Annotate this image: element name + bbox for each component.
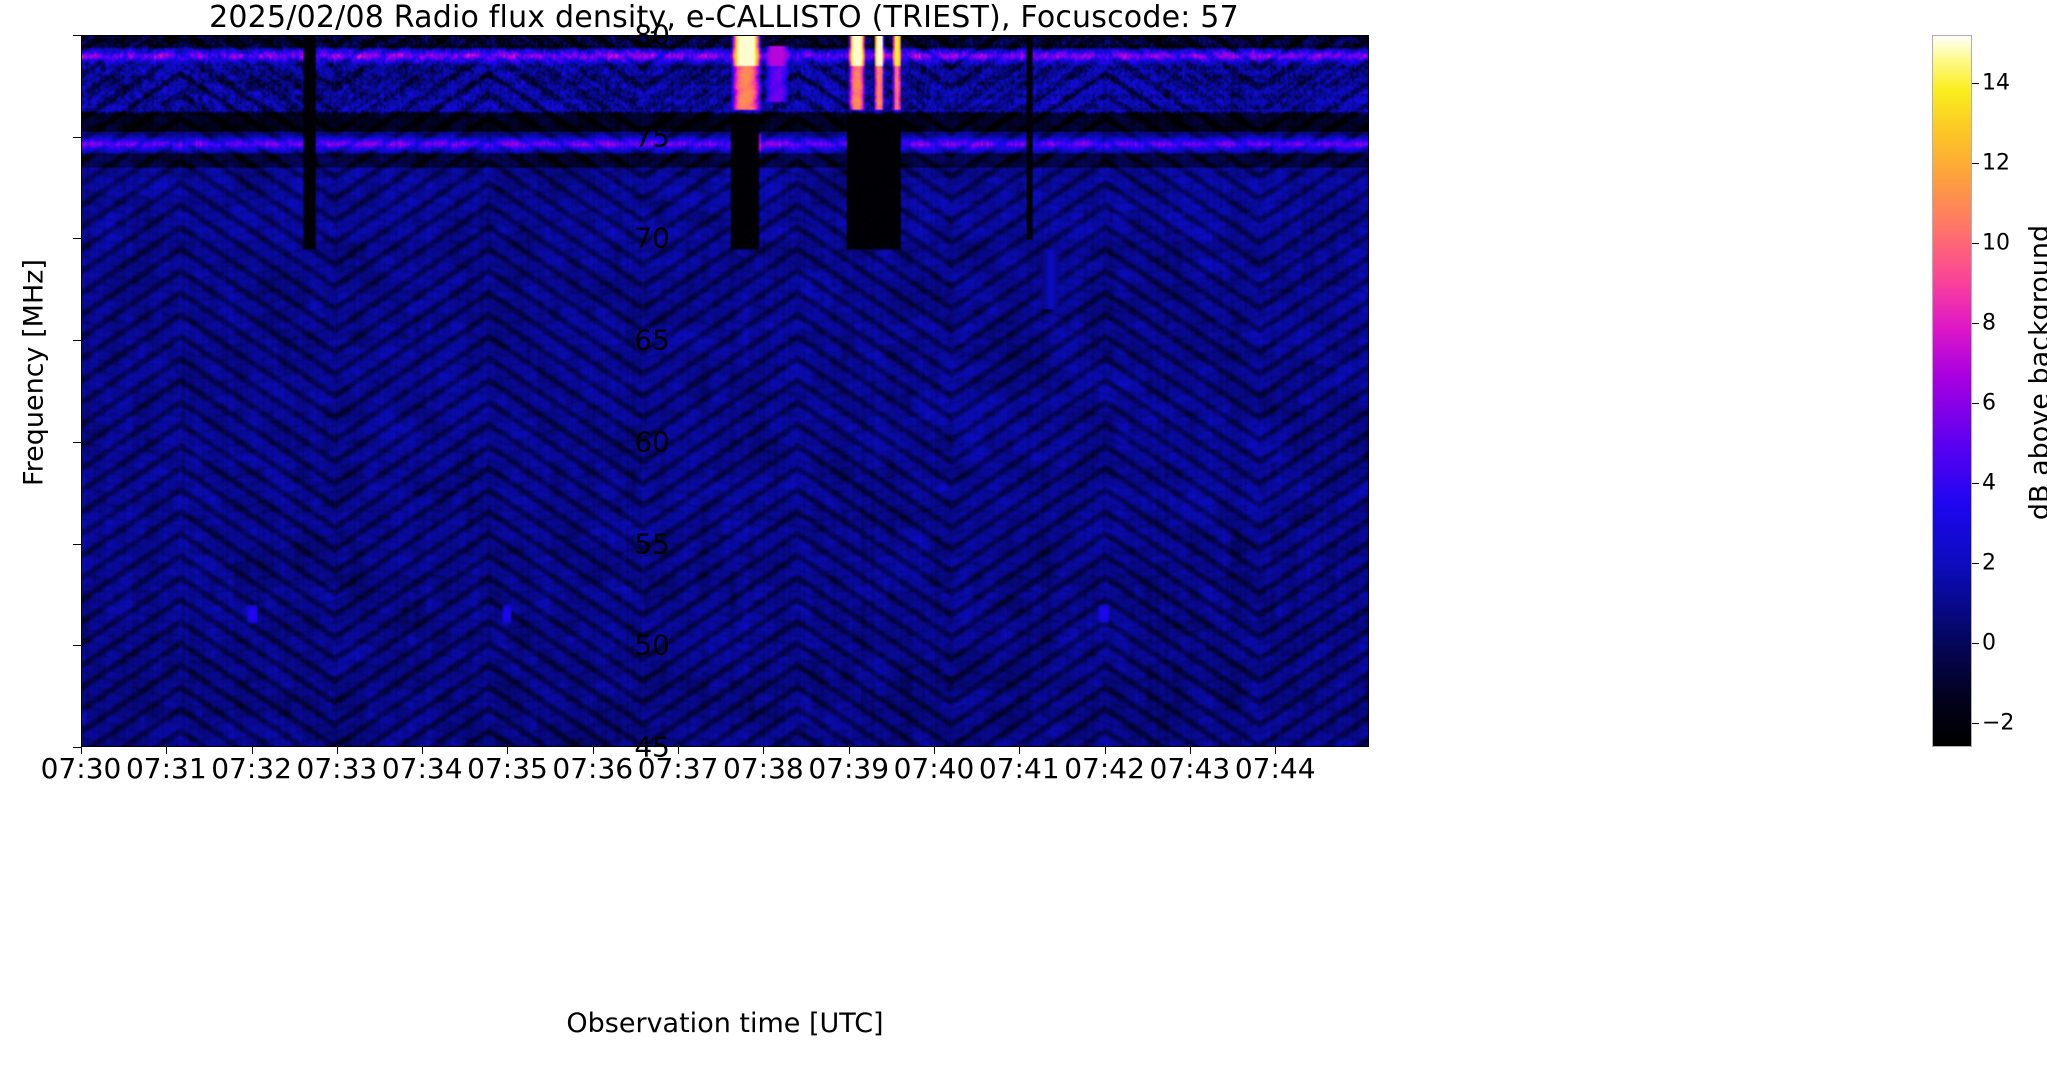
y-tick-mark (73, 238, 81, 240)
x-tick-label: 07:36 (552, 752, 634, 785)
x-tick-label: 07:32 (211, 752, 292, 785)
spectrogram-axes[interactable] (81, 35, 1369, 747)
y-axis-label: Frequency [MHz] (18, 259, 50, 486)
colorbar-tick-label: −2 (1982, 710, 2015, 736)
y-tick-label: 65 (634, 323, 670, 357)
x-tick-label: 07:38 (723, 752, 804, 785)
y-tick-label: 70 (634, 221, 670, 255)
colorbar-tick-mark (1972, 163, 1979, 164)
x-tick-label: 07:40 (893, 752, 975, 785)
x-tick-mark (592, 747, 594, 754)
x-axis-label: Observation time [UTC] (566, 1008, 884, 1039)
x-tick-mark (933, 747, 935, 754)
y-tick-label: 60 (634, 425, 670, 459)
colorbar-tick-label: 4 (1982, 470, 1996, 496)
x-tick-mark (848, 747, 850, 754)
y-tick-mark (73, 441, 81, 443)
x-tick-mark (1019, 747, 1021, 754)
x-tick-label: 07:34 (381, 752, 463, 785)
spectrogram-image (82, 36, 1368, 746)
colorbar-tick-mark (1972, 323, 1979, 324)
x-tick-mark (763, 747, 765, 754)
y-tick-label: 55 (634, 527, 670, 561)
x-tick-mark (166, 747, 168, 754)
colorbar-tick-mark (1972, 243, 1979, 244)
colorbar (1932, 35, 1972, 747)
colorbar-tick-label: 14 (1982, 70, 2010, 96)
colorbar-tick-mark (1972, 643, 1979, 644)
y-tick-label: 45 (634, 730, 670, 764)
colorbar-tick-mark (1972, 723, 1979, 724)
y-tick-label: 50 (634, 628, 670, 662)
x-tick-mark (1275, 747, 1277, 754)
colorbar-tick-label: 0 (1982, 630, 1996, 656)
y-tick-mark (73, 747, 81, 748)
x-tick-label: 07:35 (467, 752, 548, 785)
colorbar-tick-label: 6 (1982, 390, 1996, 416)
x-tick-mark (336, 747, 338, 754)
y-tick-mark (73, 136, 81, 138)
x-tick-label: 07:42 (1064, 752, 1145, 785)
y-tick-mark (73, 645, 81, 647)
x-tick-mark (422, 747, 424, 754)
colorbar-tick-label: 12 (1982, 150, 2010, 176)
x-tick-label: 07:39 (808, 752, 890, 785)
colorbar-tick-mark (1972, 483, 1979, 484)
x-tick-mark (81, 747, 82, 754)
colorbar-tick-label: 10 (1982, 230, 2010, 256)
x-tick-mark (678, 747, 680, 754)
colorbar-tick-label: 8 (1982, 310, 1996, 336)
x-tick-mark (1104, 747, 1106, 754)
y-tick-label: 80 (634, 18, 670, 52)
y-tick-mark (73, 543, 81, 545)
x-tick-label: 07:33 (296, 752, 378, 785)
colorbar-tick-mark (1972, 83, 1979, 84)
x-tick-label: 07:30 (40, 752, 122, 785)
x-tick-label: 07:41 (978, 752, 1060, 785)
colorbar-label: dB above background (2024, 224, 2047, 521)
colorbar-tick-mark (1972, 563, 1979, 564)
colorbar-tick-label: 2 (1982, 550, 1996, 576)
y-tick-mark (73, 340, 81, 342)
colorbar-tick-mark (1972, 403, 1979, 404)
x-tick-mark (251, 747, 253, 754)
x-tick-mark (1189, 747, 1191, 754)
y-tick-label: 75 (634, 120, 670, 154)
x-tick-mark (507, 747, 509, 754)
x-tick-label: 07:37 (637, 752, 719, 785)
y-tick-mark (73, 35, 81, 36)
chart-title: 2025/02/08 Radio flux density, e-CALLIST… (209, 0, 1239, 35)
x-tick-label: 07:44 (1234, 752, 1316, 785)
x-tick-label: 07:31 (125, 752, 207, 785)
x-tick-label: 07:43 (1149, 752, 1231, 785)
